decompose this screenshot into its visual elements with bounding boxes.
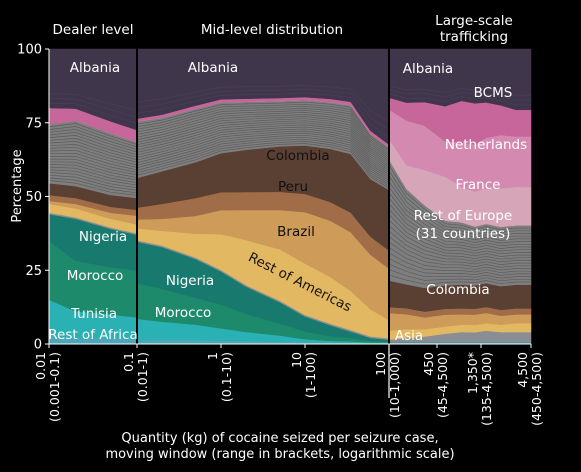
x-tick-label: (0.1-10) [219, 352, 234, 402]
x-tick-label: 4,500 [515, 352, 530, 388]
x-tick-label: (45-4,500) [435, 352, 450, 418]
panel-title: Dealer level [53, 22, 134, 38]
x-tick-label: 0.1 [121, 352, 136, 372]
panel-dividers [136, 46, 390, 398]
panel-title: trafficking [440, 29, 508, 45]
x-tick-label: 100 [373, 352, 388, 376]
series-label: Colombia [426, 282, 489, 298]
series-label: Rest of Europe [414, 208, 512, 224]
y-axis-title: Percentage [10, 149, 25, 222]
series-label: Peru [278, 179, 308, 195]
x-tick-label: (0.01-1) [135, 352, 150, 402]
x-tick-label: (450-4,500) [529, 352, 544, 426]
x-tick-label: 450 [421, 352, 436, 376]
x-tick-label: (0.001-0.1) [47, 352, 62, 422]
series-label: Colombia [266, 148, 329, 164]
y-tick-label: 75 [25, 116, 42, 131]
x-axis-title: Quantity (kg) of cocaine seized per seiz… [121, 431, 438, 446]
series-label: Morocco [155, 305, 212, 321]
y-tick-label: 100 [17, 43, 42, 58]
x-tick-label: (10-1,000) [387, 352, 402, 418]
series-label: Brazil [277, 224, 315, 240]
area-albania [48, 48, 532, 146]
series-label: Asia [395, 328, 423, 344]
y-tick-label: 25 [25, 264, 42, 279]
series-label: (31 countries) [416, 226, 511, 242]
series-label: Nigeria [79, 229, 127, 245]
x-tick-label: (1-100) [303, 352, 318, 398]
x-tick-label: 0.01 [33, 352, 48, 380]
series-label: Albania [70, 60, 120, 76]
series-label: Morocco [67, 268, 124, 284]
y-tick-label: 0 [34, 338, 42, 353]
x-tick-label: (135-4,500) [479, 352, 494, 426]
x-axis-title: moving window (range in brackets, logari… [105, 447, 454, 462]
x-tick-label: 10 [289, 352, 304, 368]
panel-title: Mid-level distribution [201, 22, 343, 38]
series-label: BCMS [474, 85, 513, 101]
series-label: Netherlands [445, 137, 527, 153]
series-label: Tunisia [70, 306, 117, 322]
y-tick-label: 50 [25, 190, 42, 205]
series-label: Nigeria [166, 273, 214, 289]
panel-titles: Dealer level Mid-level distribution Large-… [53, 13, 513, 45]
x-tick-label: 1,350* [465, 352, 480, 394]
series-label: Albania [403, 61, 453, 77]
series-label: Rest of Africa [48, 327, 138, 343]
series-label: France [456, 177, 501, 193]
panel-title: Large-scale [435, 13, 513, 29]
series-label: Albania [188, 60, 238, 76]
x-tick-label: 1 [205, 352, 220, 360]
